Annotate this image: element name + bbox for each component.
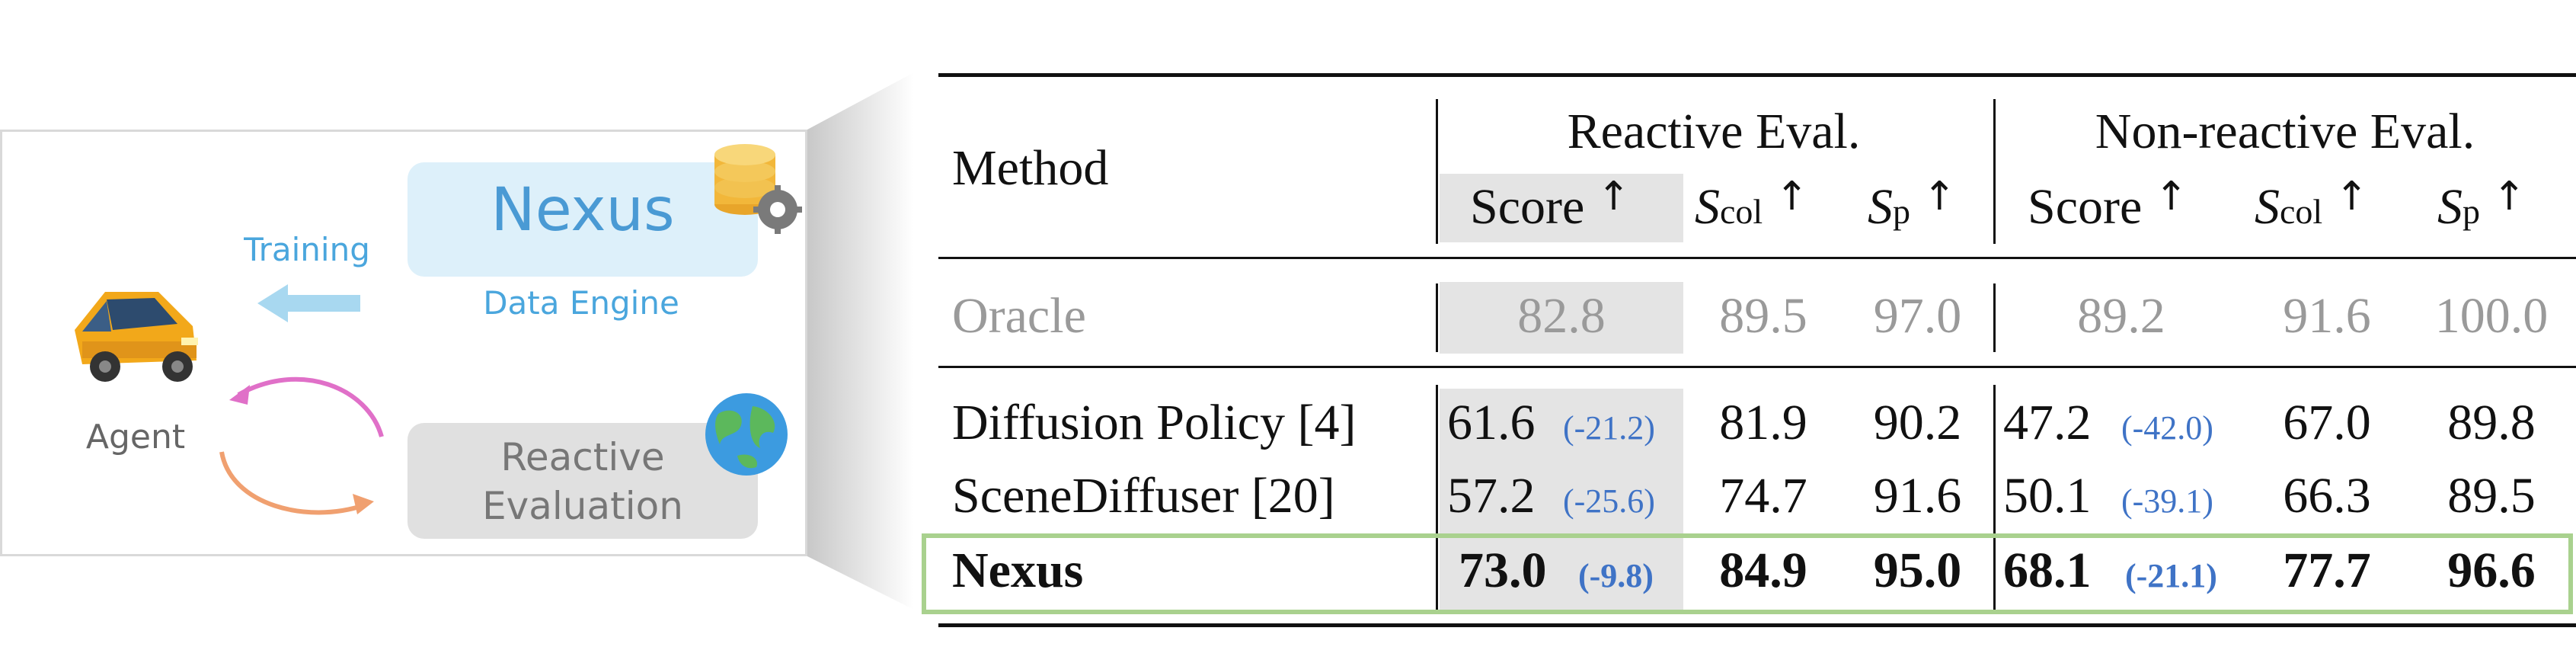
oracle-rule: [938, 366, 2576, 368]
rows-score-shade: [1440, 389, 1683, 611]
header-reactive-scol: Scol ↑: [1695, 177, 1808, 232]
header-nonreactive-sp: Sp ↑: [2437, 177, 2526, 232]
score-text: Score: [1470, 179, 1585, 235]
reactive-evaluation-label: Reactive Evaluation: [407, 433, 758, 530]
row-n-p: 89.8: [2447, 395, 2536, 450]
citation-link[interactable]: 4: [1314, 395, 1340, 450]
row-n-score: 47.2: [2003, 395, 2092, 450]
nexus-name: Nexus: [952, 543, 1084, 598]
up-arrow: ↑: [1922, 174, 1957, 219]
agent-label: Agent: [85, 418, 186, 456]
row-n-col: 67.0: [2283, 395, 2371, 450]
col-sub: col: [2280, 192, 2323, 231]
eval-line1: Reactive: [500, 435, 665, 479]
up-arrow: ↑: [2154, 174, 2188, 219]
row-n-delta: (-39.1): [2121, 482, 2213, 520]
row-n-delta: (-42.0): [2121, 409, 2213, 447]
training-label: Training: [244, 231, 370, 268]
row-name: SceneDiffuser [20]: [952, 468, 1335, 524]
score-text: Score: [2028, 179, 2143, 235]
p-sub: p: [2463, 192, 2480, 231]
header-reactive-sp: Sp ↑: [1868, 177, 1956, 232]
nexus-r-score: 73.0: [1459, 543, 1547, 598]
nexus-r-col: 84.9: [1719, 543, 1807, 598]
nexus-title: Nexus: [491, 176, 675, 245]
header-nonreactive-eval: Non-reactive Eval.: [2095, 104, 2475, 159]
row-r-col: 74.7: [1719, 468, 1807, 524]
oracle-n-score: 89.2: [2077, 288, 2165, 344]
nexus-r-delta: (-9.8): [1578, 557, 1654, 594]
row-r-delta: (-25.6): [1563, 482, 1655, 520]
row-r-p: 90.2: [1873, 395, 1962, 450]
oracle-n-p: 100.0: [2434, 288, 2549, 344]
data-engine-label: Data Engine: [483, 284, 679, 322]
nexus-n-p: 96.6: [2447, 543, 2536, 598]
header-rule: [938, 257, 2576, 259]
row-r-score: 61.6: [1447, 395, 1536, 450]
vline-2-header: [1993, 99, 1996, 244]
row-r-p: 91.6: [1873, 468, 1962, 524]
cycle-arrow-icon: [219, 376, 384, 515]
database-icon: [714, 144, 802, 234]
row-n-p: 89.5: [2447, 468, 2536, 524]
nexus-n-col: 77.7: [2283, 543, 2371, 598]
score-column-shade: [1440, 174, 1683, 242]
vline-1-header: [1436, 99, 1438, 244]
row-name: Diffusion Policy [4]: [952, 395, 1357, 450]
globe-icon: [705, 393, 788, 476]
method-name: SceneDiffuser: [952, 468, 1251, 524]
nexus-n-score: 68.1: [2003, 543, 2092, 598]
header-reactive-eval: Reactive Eval.: [1567, 104, 1861, 159]
vline-1-rows: [1436, 385, 1438, 612]
up-arrow: ↑: [1775, 174, 1809, 219]
nexus-r-p: 95.0: [1873, 543, 1962, 598]
header-reactive-score: Score ↑: [1470, 177, 1630, 232]
zoom-funnel: [807, 72, 914, 610]
header-nonreactive-score: Score ↑: [2028, 177, 2188, 232]
oracle-score-shade: [1440, 282, 1683, 354]
pipeline-diagram: Nexus Data Engine Training Agen: [0, 130, 807, 556]
nexus-n-delta: (-21.1): [2125, 557, 2217, 594]
method-name: Diffusion Policy: [952, 395, 1298, 450]
arrow-left-icon: [257, 284, 360, 322]
oracle-n-col: 91.6: [2283, 288, 2371, 344]
row-r-score: 57.2: [1447, 468, 1536, 524]
row-n-score: 50.1: [2003, 468, 2092, 524]
header-nonreactive-scol: Scol ↑: [2255, 177, 2368, 232]
up-arrow: ↑: [1596, 174, 1631, 219]
s-letter: S: [2437, 179, 2463, 235]
oracle-r-score: 82.8: [1517, 288, 1606, 344]
oracle-name: Oracle: [952, 288, 1086, 344]
car-icon: [75, 292, 198, 382]
reactive-evaluation-box: [407, 423, 758, 539]
header-method: Method: [952, 140, 1109, 196]
oracle-r-col: 89.5: [1719, 288, 1807, 344]
eval-line2: Evaluation: [482, 484, 683, 528]
s-letter: S: [2255, 179, 2280, 235]
vline-2-oracle: [1993, 283, 1996, 352]
row-n-col: 66.3: [2283, 468, 2371, 524]
gear-icon: [753, 185, 802, 234]
nexus-row-highlight: [922, 533, 2573, 614]
s-letter: S: [1868, 179, 1893, 235]
top-rule: [938, 73, 2576, 77]
col-sub: col: [1720, 192, 1763, 231]
p-sub: p: [1893, 192, 1910, 231]
citation-link[interactable]: 20: [1267, 468, 1318, 524]
nexus-box: [407, 162, 758, 277]
row-r-col: 81.9: [1719, 395, 1807, 450]
bottom-rule: [938, 623, 2576, 627]
vline-1-oracle: [1436, 283, 1438, 352]
up-arrow: ↑: [2492, 174, 2526, 219]
s-letter: S: [1695, 179, 1720, 235]
oracle-r-p: 97.0: [1873, 288, 1962, 344]
up-arrow: ↑: [2335, 174, 2369, 219]
row-r-delta: (-21.2): [1563, 409, 1655, 447]
vline-2-rows: [1993, 385, 1996, 612]
